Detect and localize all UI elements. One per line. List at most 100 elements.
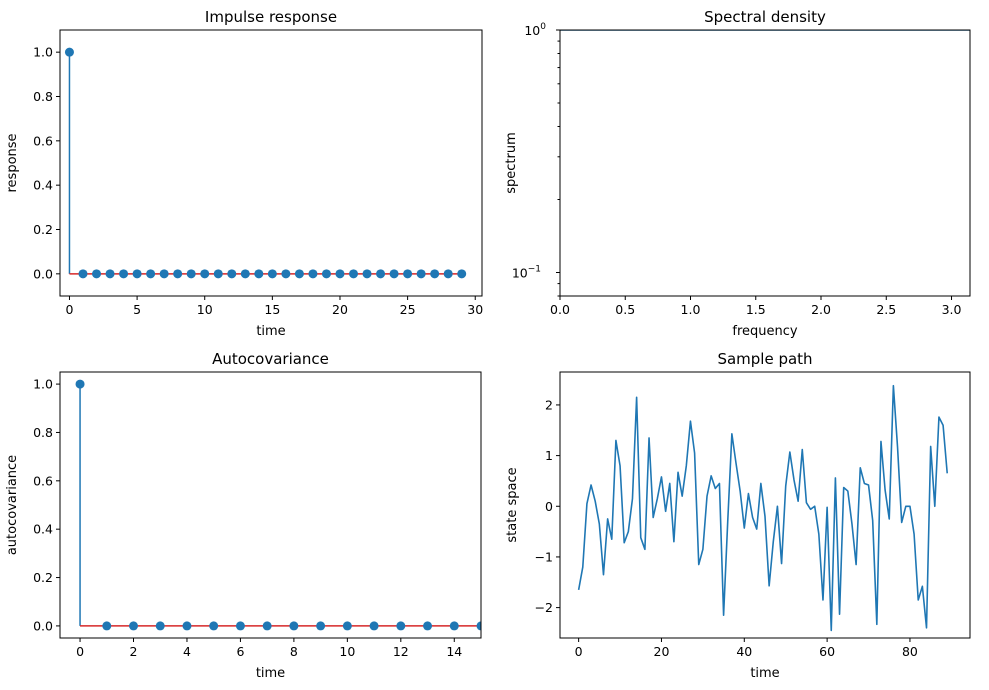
stem-marker (396, 621, 406, 631)
chart-title: Impulse response (205, 8, 337, 26)
y-tick-label: 0.0 (33, 618, 53, 633)
x-tick-label: 25 (400, 302, 416, 317)
stem-marker (254, 269, 264, 279)
y-tick-label: 0.6 (33, 473, 53, 488)
stem-marker (132, 269, 142, 279)
x-tick-label: 1.0 (681, 302, 701, 317)
x-tick-label: 12 (393, 644, 409, 659)
y-tick-base: 10 (524, 23, 540, 38)
stem-marker (75, 379, 85, 389)
x-axis-label: time (256, 666, 285, 681)
axes-frame (559, 29, 971, 297)
x-tick-label: 1.5 (746, 302, 766, 317)
stem-marker (449, 621, 459, 631)
stem-marker (200, 269, 210, 279)
y-axis-label: state space (505, 467, 520, 542)
stem-marker (335, 269, 345, 279)
stem-marker (240, 269, 250, 279)
stem-marker (155, 621, 165, 631)
stem-marker (213, 269, 223, 279)
stem-marker (92, 269, 102, 279)
chart-title: Sample path (717, 350, 812, 368)
stem-marker (362, 269, 372, 279)
x-tick-label: 0 (575, 644, 583, 659)
x-tick-label: 4 (183, 644, 191, 659)
stem-marker (349, 269, 359, 279)
x-tick-label: 2.0 (811, 302, 831, 317)
stem-marker (423, 621, 433, 631)
stem-marker (129, 621, 139, 631)
stem-marker (209, 621, 219, 631)
x-tick-label: 0.0 (550, 302, 570, 317)
stem-marker (119, 269, 129, 279)
y-tick-label: 0.2 (33, 222, 53, 237)
stem-marker (316, 621, 326, 631)
stem-marker (376, 269, 386, 279)
stem-marker (321, 269, 331, 279)
plot-area (75, 379, 481, 631)
stem-marker (443, 269, 453, 279)
y-tick-label: 1.0 (33, 377, 53, 392)
stem-marker (289, 621, 299, 631)
y-axis-label: autocovariance (5, 455, 20, 555)
stem-marker (369, 621, 379, 631)
x-tick-label: 60 (819, 644, 835, 659)
y-tick-base: 10 (512, 265, 528, 280)
x-tick-label: 0 (76, 644, 84, 659)
stem-marker (476, 621, 481, 631)
y-tick-label: −2 (535, 600, 553, 615)
x-tick-label: 15 (264, 302, 280, 317)
x-tick-label: 6 (236, 644, 244, 659)
x-tick-label: 8 (290, 644, 298, 659)
stem-marker (389, 269, 399, 279)
y-tick-label: 0.4 (33, 178, 53, 193)
x-tick-label: 14 (446, 644, 462, 659)
y-tick-label: 0 (545, 499, 553, 514)
stem-marker (182, 621, 192, 631)
y-tick-label: 0.0 (33, 266, 53, 281)
x-axis-label: time (750, 666, 779, 681)
x-tick-label: 0 (65, 302, 73, 317)
stem-marker (78, 269, 88, 279)
x-axis-label: time (256, 324, 285, 339)
stem-marker (403, 269, 413, 279)
stem-marker (186, 269, 196, 279)
y-tick-label: 100 (524, 22, 546, 38)
y-axis-label: response (5, 133, 20, 192)
x-tick-label: 2 (130, 644, 138, 659)
stem-marker (64, 47, 74, 57)
x-tick-label: 20 (654, 644, 670, 659)
y-tick-label: 0.6 (33, 133, 53, 148)
x-tick-label: 20 (332, 302, 348, 317)
x-tick-label: 40 (736, 644, 752, 659)
chart-impulse: Impulse response time response 0 5 10 15 20 25 30… (5, 8, 483, 339)
x-tick-label: 5 (133, 302, 141, 317)
y-tick-label: 1.0 (33, 45, 53, 60)
stem-marker (308, 269, 318, 279)
stem-marker (262, 621, 272, 631)
y-tick-label: 0.8 (33, 89, 53, 104)
stem-marker (159, 269, 169, 279)
y-tick-label: −1 (535, 549, 553, 564)
stem-marker (430, 269, 440, 279)
plot-area (577, 384, 949, 632)
stem-marker (342, 621, 352, 631)
x-axis-label: frequency (732, 324, 798, 339)
y-tick-label: 2 (545, 397, 553, 412)
plot-area (64, 47, 467, 279)
stem-marker (173, 269, 183, 279)
stem-marker (457, 269, 467, 279)
chart-title: Autocovariance (212, 350, 329, 368)
x-tick-label: 80 (902, 644, 918, 659)
chart-spectral: Spectral density frequency spectrum 0.0 0.5 1… (504, 8, 971, 339)
x-tick-label: 2.5 (876, 302, 896, 317)
stem-marker (416, 269, 426, 279)
y-tick-exponent: −1 (528, 264, 541, 274)
axes-frame (559, 371, 971, 639)
axes-frame (59, 371, 482, 639)
y-tick-label: 0.8 (33, 425, 53, 440)
chart-sample: Sample path time state space 0 20 40 60 80 −2 −1 0… (505, 350, 971, 681)
chart-autocov: Autocovariance time autocovariance 0 2 4 6 8 10 1… (5, 350, 482, 681)
y-tick-label: 1 (545, 448, 553, 463)
